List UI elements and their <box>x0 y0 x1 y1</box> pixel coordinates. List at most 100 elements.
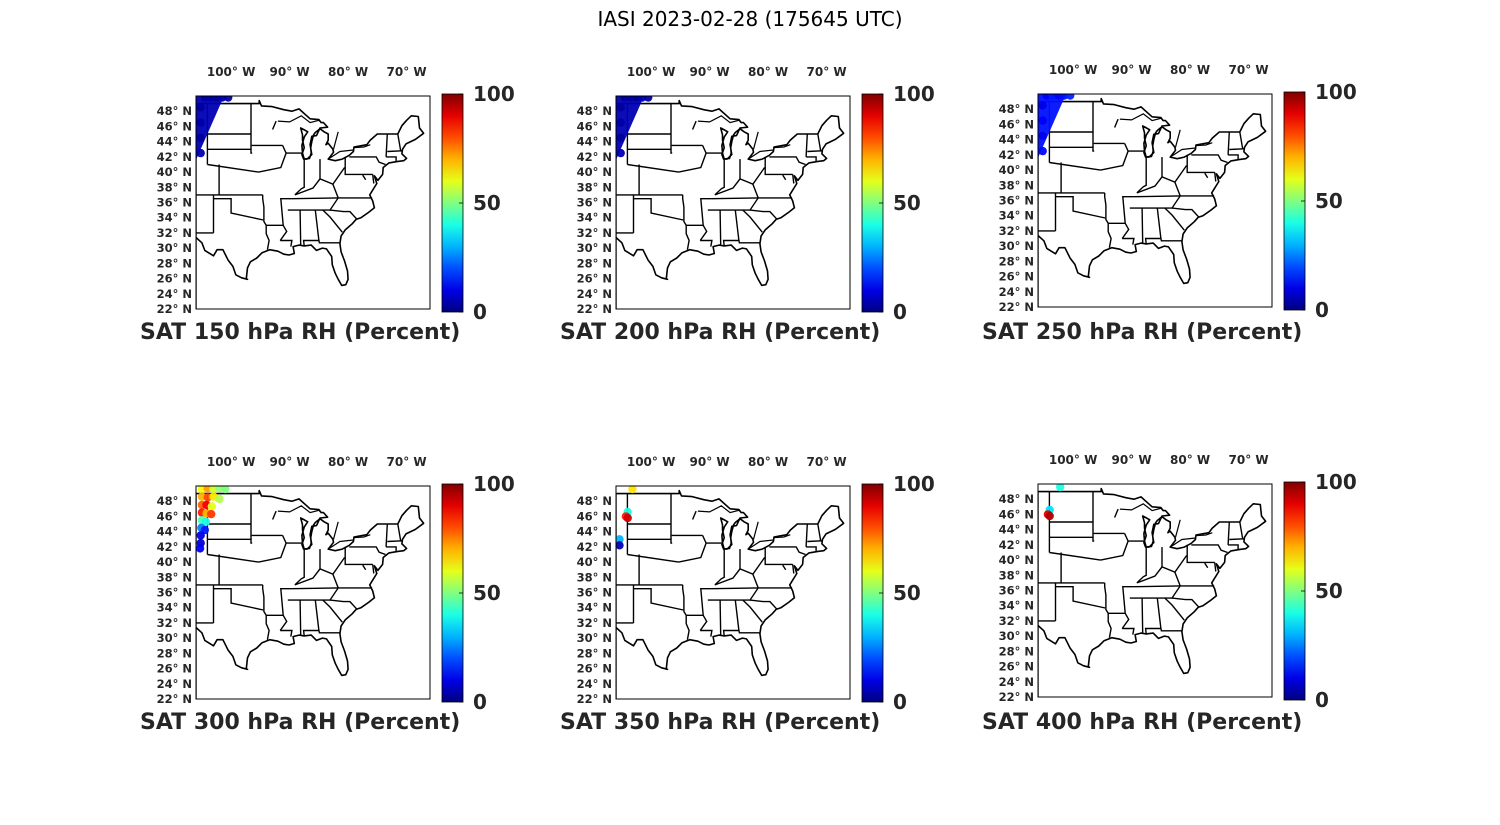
lat-tick-label: 24° N <box>157 287 192 301</box>
state-border <box>291 587 339 590</box>
lat-tick-label: 38° N <box>999 568 1034 582</box>
panel-title-350hpa: SAT 350 hPa RH (Percent) <box>560 710 881 735</box>
obs-point <box>616 133 625 142</box>
lat-tick-label: 34° N <box>577 601 612 615</box>
state-border <box>1171 207 1200 218</box>
colorbar-label: 50 <box>1315 579 1343 603</box>
map-frame <box>1037 93 1273 308</box>
lat-tick-label: 28° N <box>577 256 612 270</box>
lon-tick-label: 80° W <box>328 455 368 469</box>
lat-tick-label: 26° N <box>157 662 192 676</box>
lat-tick-label: 48° N <box>577 104 612 118</box>
obs-point <box>224 96 233 102</box>
state-border <box>291 197 339 200</box>
state-border <box>805 523 808 547</box>
state-border <box>719 600 722 636</box>
lake-shore <box>277 115 322 124</box>
lon-tick-label: 80° W <box>328 65 368 79</box>
lat-tick-label: 44° N <box>999 133 1034 147</box>
state-border <box>764 156 793 176</box>
obs-point <box>196 544 205 553</box>
state-border <box>1113 508 1119 518</box>
lon-tick-label: 70° W <box>807 65 847 79</box>
state-border <box>1174 571 1181 587</box>
state-border <box>1228 544 1239 551</box>
state-border <box>299 600 302 636</box>
lake-shore <box>747 539 774 550</box>
lat-tick-label: 24° N <box>157 677 192 691</box>
lat-tick-label: 46° N <box>577 509 612 523</box>
state-border <box>372 564 375 574</box>
state-border <box>807 540 822 543</box>
colorbar-label: 100 <box>473 472 515 496</box>
state-border <box>1100 143 1129 171</box>
state-border <box>1049 551 1101 561</box>
colorbar-label: 100 <box>893 472 935 496</box>
state-border <box>386 156 397 163</box>
state-border <box>1174 181 1181 197</box>
obs-point <box>221 486 230 494</box>
map-panel-200hpa: 100° W 90° W 80° W 70° W 48° N 46° N 44° N 42° … <box>560 60 960 390</box>
state-border <box>279 614 288 631</box>
state-border <box>1144 208 1162 244</box>
lat-tick-label: 42° N <box>999 538 1034 552</box>
map-layer <box>616 96 845 309</box>
state-border <box>722 600 740 636</box>
state-border <box>711 197 759 200</box>
lat-tick-label: 30° N <box>999 629 1034 643</box>
lat-tick-label: 38° N <box>157 570 192 584</box>
state-border <box>1133 195 1181 198</box>
lat-tick-label: 40° N <box>157 555 192 569</box>
state-border <box>386 546 397 553</box>
state-border <box>722 210 740 246</box>
lat-tick-label: 44° N <box>577 525 612 539</box>
lon-tick-label: 80° W <box>1170 453 1210 467</box>
state-border <box>271 510 277 520</box>
state-border <box>769 546 806 556</box>
obs-point <box>196 103 205 112</box>
state-border <box>1141 208 1144 244</box>
state-border <box>1204 562 1209 569</box>
lat-tick-label: 40° N <box>157 165 192 179</box>
lake-shore <box>327 149 354 160</box>
state-border <box>700 239 713 247</box>
colorbar-label: 0 <box>473 300 487 324</box>
state-border <box>349 546 386 556</box>
map-layer <box>616 486 845 699</box>
lon-tick-label: 90° W <box>690 455 730 469</box>
panel-title-300hpa: SAT 300 hPa RH (Percent) <box>140 710 461 735</box>
lake-shore <box>1119 503 1164 512</box>
figure-title: IASI 2023-02-28 (175645 UTC) <box>597 7 903 31</box>
state-border <box>387 540 402 543</box>
lake-shore <box>332 131 339 150</box>
lake-shore <box>752 131 759 150</box>
state-border <box>700 629 713 637</box>
state-border <box>287 587 373 601</box>
lat-tick-label: 46° N <box>999 507 1034 521</box>
lat-tick-label: 44° N <box>577 135 612 149</box>
state-border <box>1227 131 1230 155</box>
state-border <box>782 174 787 181</box>
lon-tick-label: 90° W <box>270 65 310 79</box>
state-border <box>372 174 375 184</box>
map-layer <box>196 486 425 699</box>
state-border <box>279 224 288 241</box>
state-border <box>213 587 264 611</box>
state-border <box>1121 222 1130 239</box>
state-border <box>1214 562 1217 572</box>
state-border <box>302 210 320 246</box>
state-border <box>1160 238 1182 242</box>
state-border <box>749 209 778 220</box>
obs-point <box>1038 131 1047 140</box>
coastline <box>1038 97 1267 285</box>
lat-tick-label: 32° N <box>999 614 1034 628</box>
lat-tick-label: 26° N <box>577 272 612 286</box>
lat-tick-label: 28° N <box>157 646 192 660</box>
lat-tick-label: 46° N <box>577 119 612 133</box>
obs-point <box>628 486 637 494</box>
lat-tick-label: 22° N <box>157 302 192 316</box>
state-border <box>1164 207 1185 231</box>
lat-tick-label: 36° N <box>577 196 612 210</box>
state-border <box>1133 585 1181 588</box>
state-border <box>302 600 320 636</box>
